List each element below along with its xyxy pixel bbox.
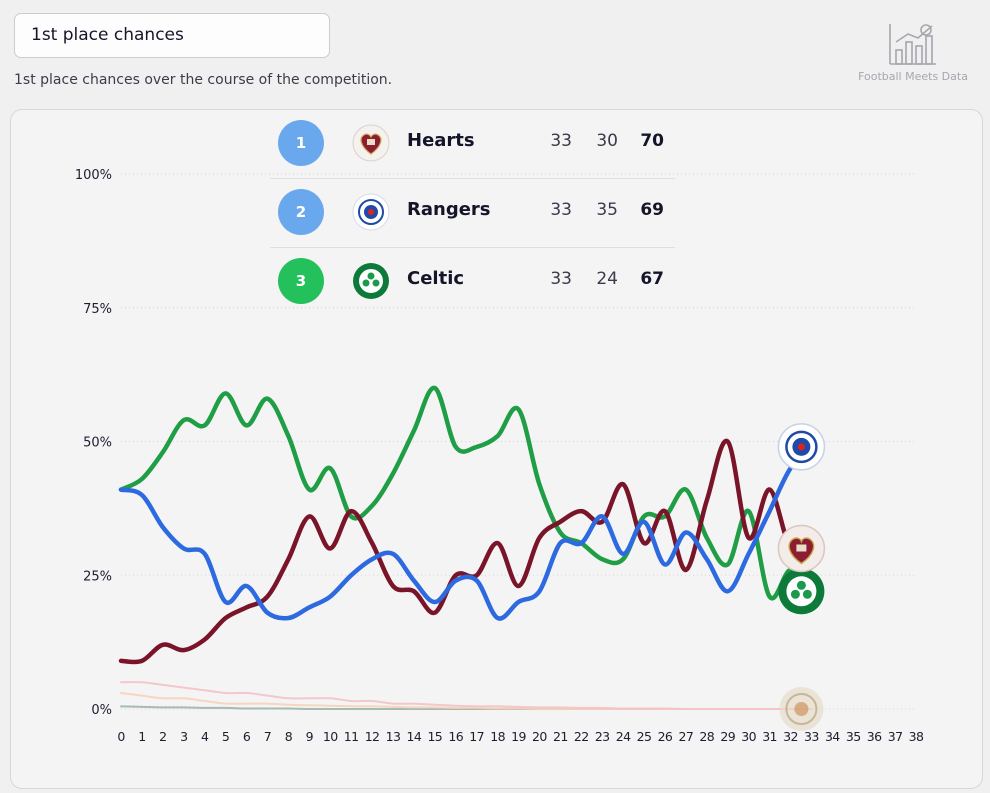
stat-b: 24 bbox=[596, 269, 618, 289]
x-tick-label: 7 bbox=[264, 729, 271, 744]
x-tick-label: 12 bbox=[365, 729, 380, 744]
points: 67 bbox=[640, 269, 664, 289]
x-tick-label: 28 bbox=[699, 729, 714, 744]
stat-b: 30 bbox=[596, 131, 618, 151]
rank-badge: 1 bbox=[278, 120, 324, 166]
x-tick-label: 13 bbox=[386, 729, 401, 744]
x-tick-label: 34 bbox=[825, 729, 840, 744]
rank-badge: 3 bbox=[278, 258, 324, 304]
y-tick-label: 75% bbox=[83, 302, 112, 317]
x-tick-label: 15 bbox=[427, 729, 442, 744]
x-tick-label: 37 bbox=[888, 729, 903, 744]
x-tick-label: 3 bbox=[180, 729, 187, 744]
series-line-minor bbox=[120, 681, 813, 711]
x-tick-label: 26 bbox=[658, 729, 673, 744]
rangers-crest-icon bbox=[777, 423, 826, 471]
x-tick-label: 30 bbox=[741, 729, 756, 744]
x-tick-label: 20 bbox=[532, 729, 547, 744]
x-tick-label: 31 bbox=[762, 729, 777, 744]
x-tick-label: 8 bbox=[285, 729, 293, 744]
x-tick-label: 24 bbox=[616, 729, 631, 744]
y-tick-label: 0% bbox=[91, 703, 112, 718]
brand-name: Football Meets Data bbox=[858, 70, 968, 83]
points: 70 bbox=[640, 131, 664, 151]
standings-row-celtic[interactable]: 3 Celtic 33 24 67 bbox=[270, 248, 675, 316]
y-tick-label: 50% bbox=[83, 436, 112, 451]
chart-title: 1st place chances bbox=[31, 25, 184, 45]
standings-table: 1 Hearts 33 30 70 2 Rangers 33 35 69 3 C… bbox=[270, 110, 675, 316]
celtic-crest-icon bbox=[778, 568, 825, 615]
chart-subtitle: 1st place chances over the course of the… bbox=[14, 72, 393, 88]
x-tick-label: 38 bbox=[909, 729, 924, 744]
y-tick-label: 25% bbox=[83, 569, 112, 584]
x-tick-label: 32 bbox=[783, 729, 798, 744]
rank-badge: 2 bbox=[278, 189, 324, 235]
standings-row-hearts[interactable]: 1 Hearts 33 30 70 bbox=[270, 110, 675, 179]
x-tick-label: 6 bbox=[243, 729, 251, 744]
series-line-rangers bbox=[118, 444, 814, 621]
stat-a: 33 bbox=[550, 269, 572, 289]
x-tick-label: 35 bbox=[846, 729, 861, 744]
x-tick-label: 25 bbox=[637, 729, 652, 744]
team-name: Celtic bbox=[407, 268, 465, 289]
x-tick-label: 10 bbox=[323, 729, 338, 744]
x-tick-label: 19 bbox=[511, 729, 526, 744]
x-tick-label: 27 bbox=[679, 729, 694, 744]
brand-block[interactable]: Football Meets Data bbox=[848, 22, 978, 83]
team-name: Rangers bbox=[407, 199, 491, 220]
team-name: Hearts bbox=[407, 130, 475, 151]
standings-row-rangers[interactable]: 2 Rangers 33 35 69 bbox=[270, 179, 675, 248]
x-tick-label: 0 bbox=[117, 729, 125, 744]
x-tick-label: 5 bbox=[222, 729, 229, 744]
hearts-crest-icon bbox=[777, 524, 826, 573]
x-tick-label: 17 bbox=[469, 729, 484, 744]
y-tick-label: 100% bbox=[75, 168, 112, 183]
x-tick-label: 9 bbox=[306, 729, 314, 744]
series-line-hearts bbox=[118, 438, 814, 665]
x-tick-label: 29 bbox=[720, 729, 735, 744]
points: 69 bbox=[640, 200, 664, 220]
chart-title-box: 1st place chances bbox=[14, 13, 330, 58]
stat-a: 33 bbox=[550, 200, 572, 220]
celtic-crest-icon bbox=[352, 262, 390, 300]
chart-football-icon bbox=[889, 24, 936, 65]
x-tick-label: 18 bbox=[490, 729, 505, 744]
stat-a: 33 bbox=[550, 131, 572, 151]
hearts-crest-icon bbox=[352, 124, 390, 162]
stat-b: 35 bbox=[596, 200, 618, 220]
x-tick-label: 1 bbox=[138, 729, 145, 744]
x-tick-label: 33 bbox=[804, 729, 819, 744]
x-tick-label: 4 bbox=[201, 729, 209, 744]
x-tick-label: 11 bbox=[344, 729, 359, 744]
x-tick-label: 21 bbox=[553, 729, 568, 744]
x-tick-label: 36 bbox=[867, 729, 882, 744]
club-crest-icon bbox=[779, 687, 824, 731]
x-tick-label: 22 bbox=[574, 729, 589, 744]
x-tick-label: 23 bbox=[595, 729, 610, 744]
x-tick-label: 16 bbox=[448, 729, 463, 744]
x-tick-label: 14 bbox=[407, 729, 422, 744]
x-tick-label: 2 bbox=[159, 729, 166, 744]
rangers-crest-icon bbox=[352, 193, 390, 231]
